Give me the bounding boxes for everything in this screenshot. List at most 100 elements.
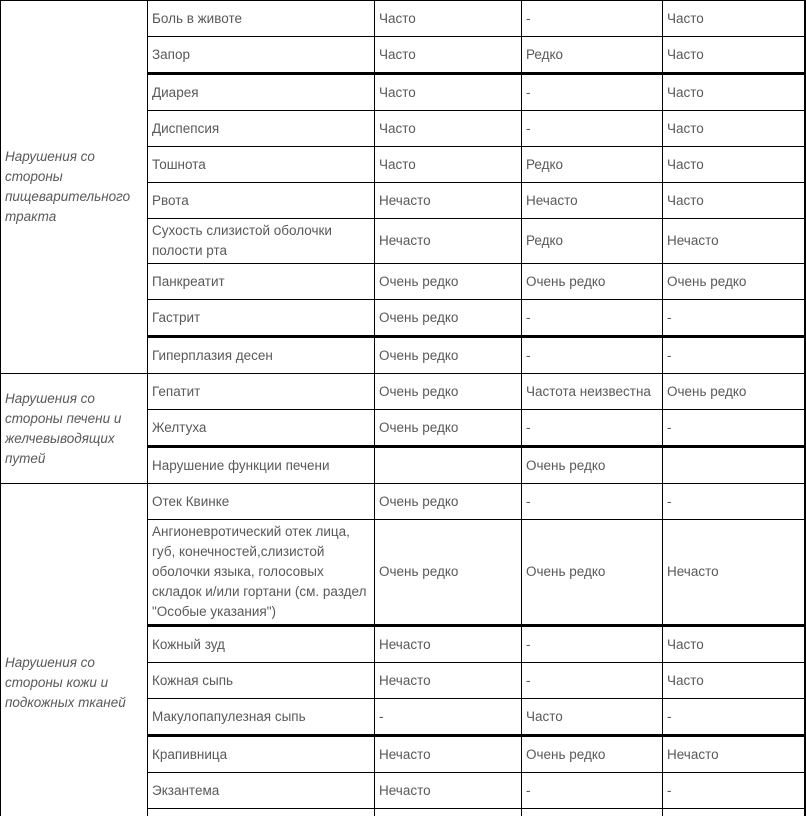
table-row: Нарушения со стороны пищеварительного тр…: [0, 0, 805, 374]
frequency-cell-1: Очень редко: [374, 483, 522, 520]
section-label-cell: Нарушения со стороны печени и желчевывод…: [0, 373, 148, 484]
frequency-cell-3: -: [662, 483, 805, 520]
table-row: Диспепсия Часто - Часто: [1, 110, 805, 147]
frequency-cell-1: Часто: [374, 146, 522, 183]
frequency-cell-3: Нечасто: [662, 519, 805, 627]
frequency-cell-2: -: [521, 336, 663, 374]
frequency-cell-1: Нечасто: [374, 808, 522, 816]
table-row: Нарушение функции печени Очень редко: [1, 446, 805, 484]
table-row: Нарушения со стороны кожи и подкожных тк…: [0, 483, 805, 816]
frequency-cell-3: Нечасто: [662, 735, 805, 773]
frequency-cell-1: Нечасто: [374, 218, 522, 264]
frequency-cell-3: Часто: [662, 182, 805, 219]
frequency-cell-3: -: [662, 299, 805, 338]
frequency-cell-2: -: [521, 73, 663, 111]
frequency-cell-1: Очень редко: [374, 263, 522, 300]
frequency-cell-2: -: [521, 625, 663, 663]
frequency-cell-1: Нечасто: [374, 662, 522, 699]
reaction-cell: Кожный зуд: [147, 625, 375, 663]
frequency-cell-3: -: [662, 698, 805, 737]
frequency-cell-3: Нечасто: [662, 218, 805, 264]
frequency-cell-2: -: [521, 662, 663, 699]
frequency-cell-3: Часто: [662, 110, 805, 147]
frequency-cell-1: Часто: [374, 110, 522, 147]
frequency-cell-2: Редко: [521, 36, 663, 75]
reaction-cell: Отек Квинке: [147, 483, 375, 520]
reaction-cell: Рвота: [147, 182, 375, 219]
reaction-cell: Боль в животе: [147, 0, 375, 37]
reaction-cell: Гиперплазия десен: [147, 336, 375, 374]
frequency-cell-2: -: [521, 0, 663, 37]
frequency-cell-3: Очень редко: [662, 373, 805, 410]
frequency-cell-3: -: [662, 336, 805, 374]
reaction-cell: Нарушение функции печени: [147, 446, 375, 484]
table-row: АлопецияНечасто--: [1, 808, 805, 816]
reaction-cell: Ангионевротический отек лица, губ, конеч…: [147, 519, 375, 627]
frequency-cell-1: Очень редко: [374, 519, 522, 627]
table-row: Кожный зуд Нечасто - Часто: [1, 625, 805, 663]
table-row: Панкреатит Очень редко Очень редко Очень ре…: [1, 263, 805, 300]
frequency-cell-2: Очень редко: [521, 263, 663, 300]
frequency-cell-3: Часто: [662, 0, 805, 37]
frequency-cell-2: Очень редко: [521, 446, 663, 484]
frequency-cell-1: Часто: [374, 73, 522, 111]
reaction-cell: Крапивница: [147, 735, 375, 773]
frequency-cell-1: Очень редко: [374, 409, 522, 448]
frequency-cell-3: Часто: [662, 625, 805, 663]
frequency-cell-2: -: [521, 409, 663, 448]
reaction-cell: Тошнота: [147, 146, 375, 183]
frequency-cell-2: Редко: [521, 218, 663, 264]
table-row: Экзантема Нечасто - -: [1, 772, 805, 809]
frequency-cell-3: -: [662, 409, 805, 448]
frequency-cell-2: Редко: [521, 146, 663, 183]
frequency-cell-3: [662, 446, 805, 484]
frequency-cell-3: Часто: [662, 662, 805, 699]
reaction-cell: Запор: [147, 36, 375, 75]
table-row: Запор Часто Редко Часто: [1, 36, 805, 75]
section-label-cell: Нарушения со стороны кожи и подкожных тк…: [0, 483, 148, 816]
table-row: Гиперплазия десен Очень редко - -: [1, 336, 805, 374]
reaction-cell: Желтуха: [147, 409, 375, 448]
frequency-cell-2: Очень редко: [521, 735, 663, 773]
frequency-cell-1: Нечасто: [374, 772, 522, 809]
frequency-cell-3: Очень редко: [662, 263, 805, 300]
reaction-cell: Макулопапулезная сыпь: [147, 698, 375, 737]
frequency-cell-3: -: [662, 808, 805, 816]
frequency-cell-1: [374, 446, 522, 484]
frequency-cell-2: -: [521, 772, 663, 809]
frequency-cell-2: -: [521, 299, 663, 338]
frequency-cell-2: Частота неизвестна: [521, 373, 663, 410]
frequency-cell-1: Часто: [374, 0, 522, 37]
reaction-cell: Диспепсия: [147, 110, 375, 147]
frequency-cell-2: -: [521, 110, 663, 147]
reaction-cell: Панкреатит: [147, 263, 375, 300]
frequency-cell-2: Часто: [521, 698, 663, 737]
frequency-cell-3: Часто: [662, 73, 805, 111]
reaction-cell: Гепатит: [147, 373, 375, 410]
table-row: Желтуха Очень редко - -: [1, 409, 805, 448]
frequency-cell-3: -: [662, 772, 805, 809]
reaction-cell: Диарея: [147, 73, 375, 111]
table-row: Рвота Нечасто Нечасто Часто: [1, 182, 805, 219]
reaction-cell: Сухость слизистой оболочки полости рта: [147, 218, 375, 264]
reaction-cell: Кожная сыпь: [147, 662, 375, 699]
table-row: Макулопапулезная сыпь - Часто -: [1, 698, 805, 737]
table-row: Гастрит Очень редко - -: [1, 299, 805, 338]
frequency-cell-1: Нечасто: [374, 735, 522, 773]
frequency-cell-1: Нечасто: [374, 625, 522, 663]
reaction-cell: Гастрит: [147, 299, 375, 338]
table-row: Диарея Часто - Часто: [1, 73, 805, 111]
frequency-cell-1: Очень редко: [374, 373, 522, 410]
frequency-cell-2: -: [521, 483, 663, 520]
frequency-cell-2: Нечасто: [521, 182, 663, 219]
frequency-cell-1: Нечасто: [374, 182, 522, 219]
reaction-cell: Алопеция: [147, 808, 375, 816]
table-row: Нарушения со стороны печени и желчевывод…: [0, 373, 805, 484]
table-row: Кожная сыпь Нечасто - Часто: [1, 662, 805, 699]
section-label-cell: Нарушения со стороны пищеварительного тр…: [0, 0, 148, 374]
frequency-cell-1: Часто: [374, 36, 522, 75]
table-row: Ангионевротический отек лица, губ, конеч…: [1, 519, 805, 627]
